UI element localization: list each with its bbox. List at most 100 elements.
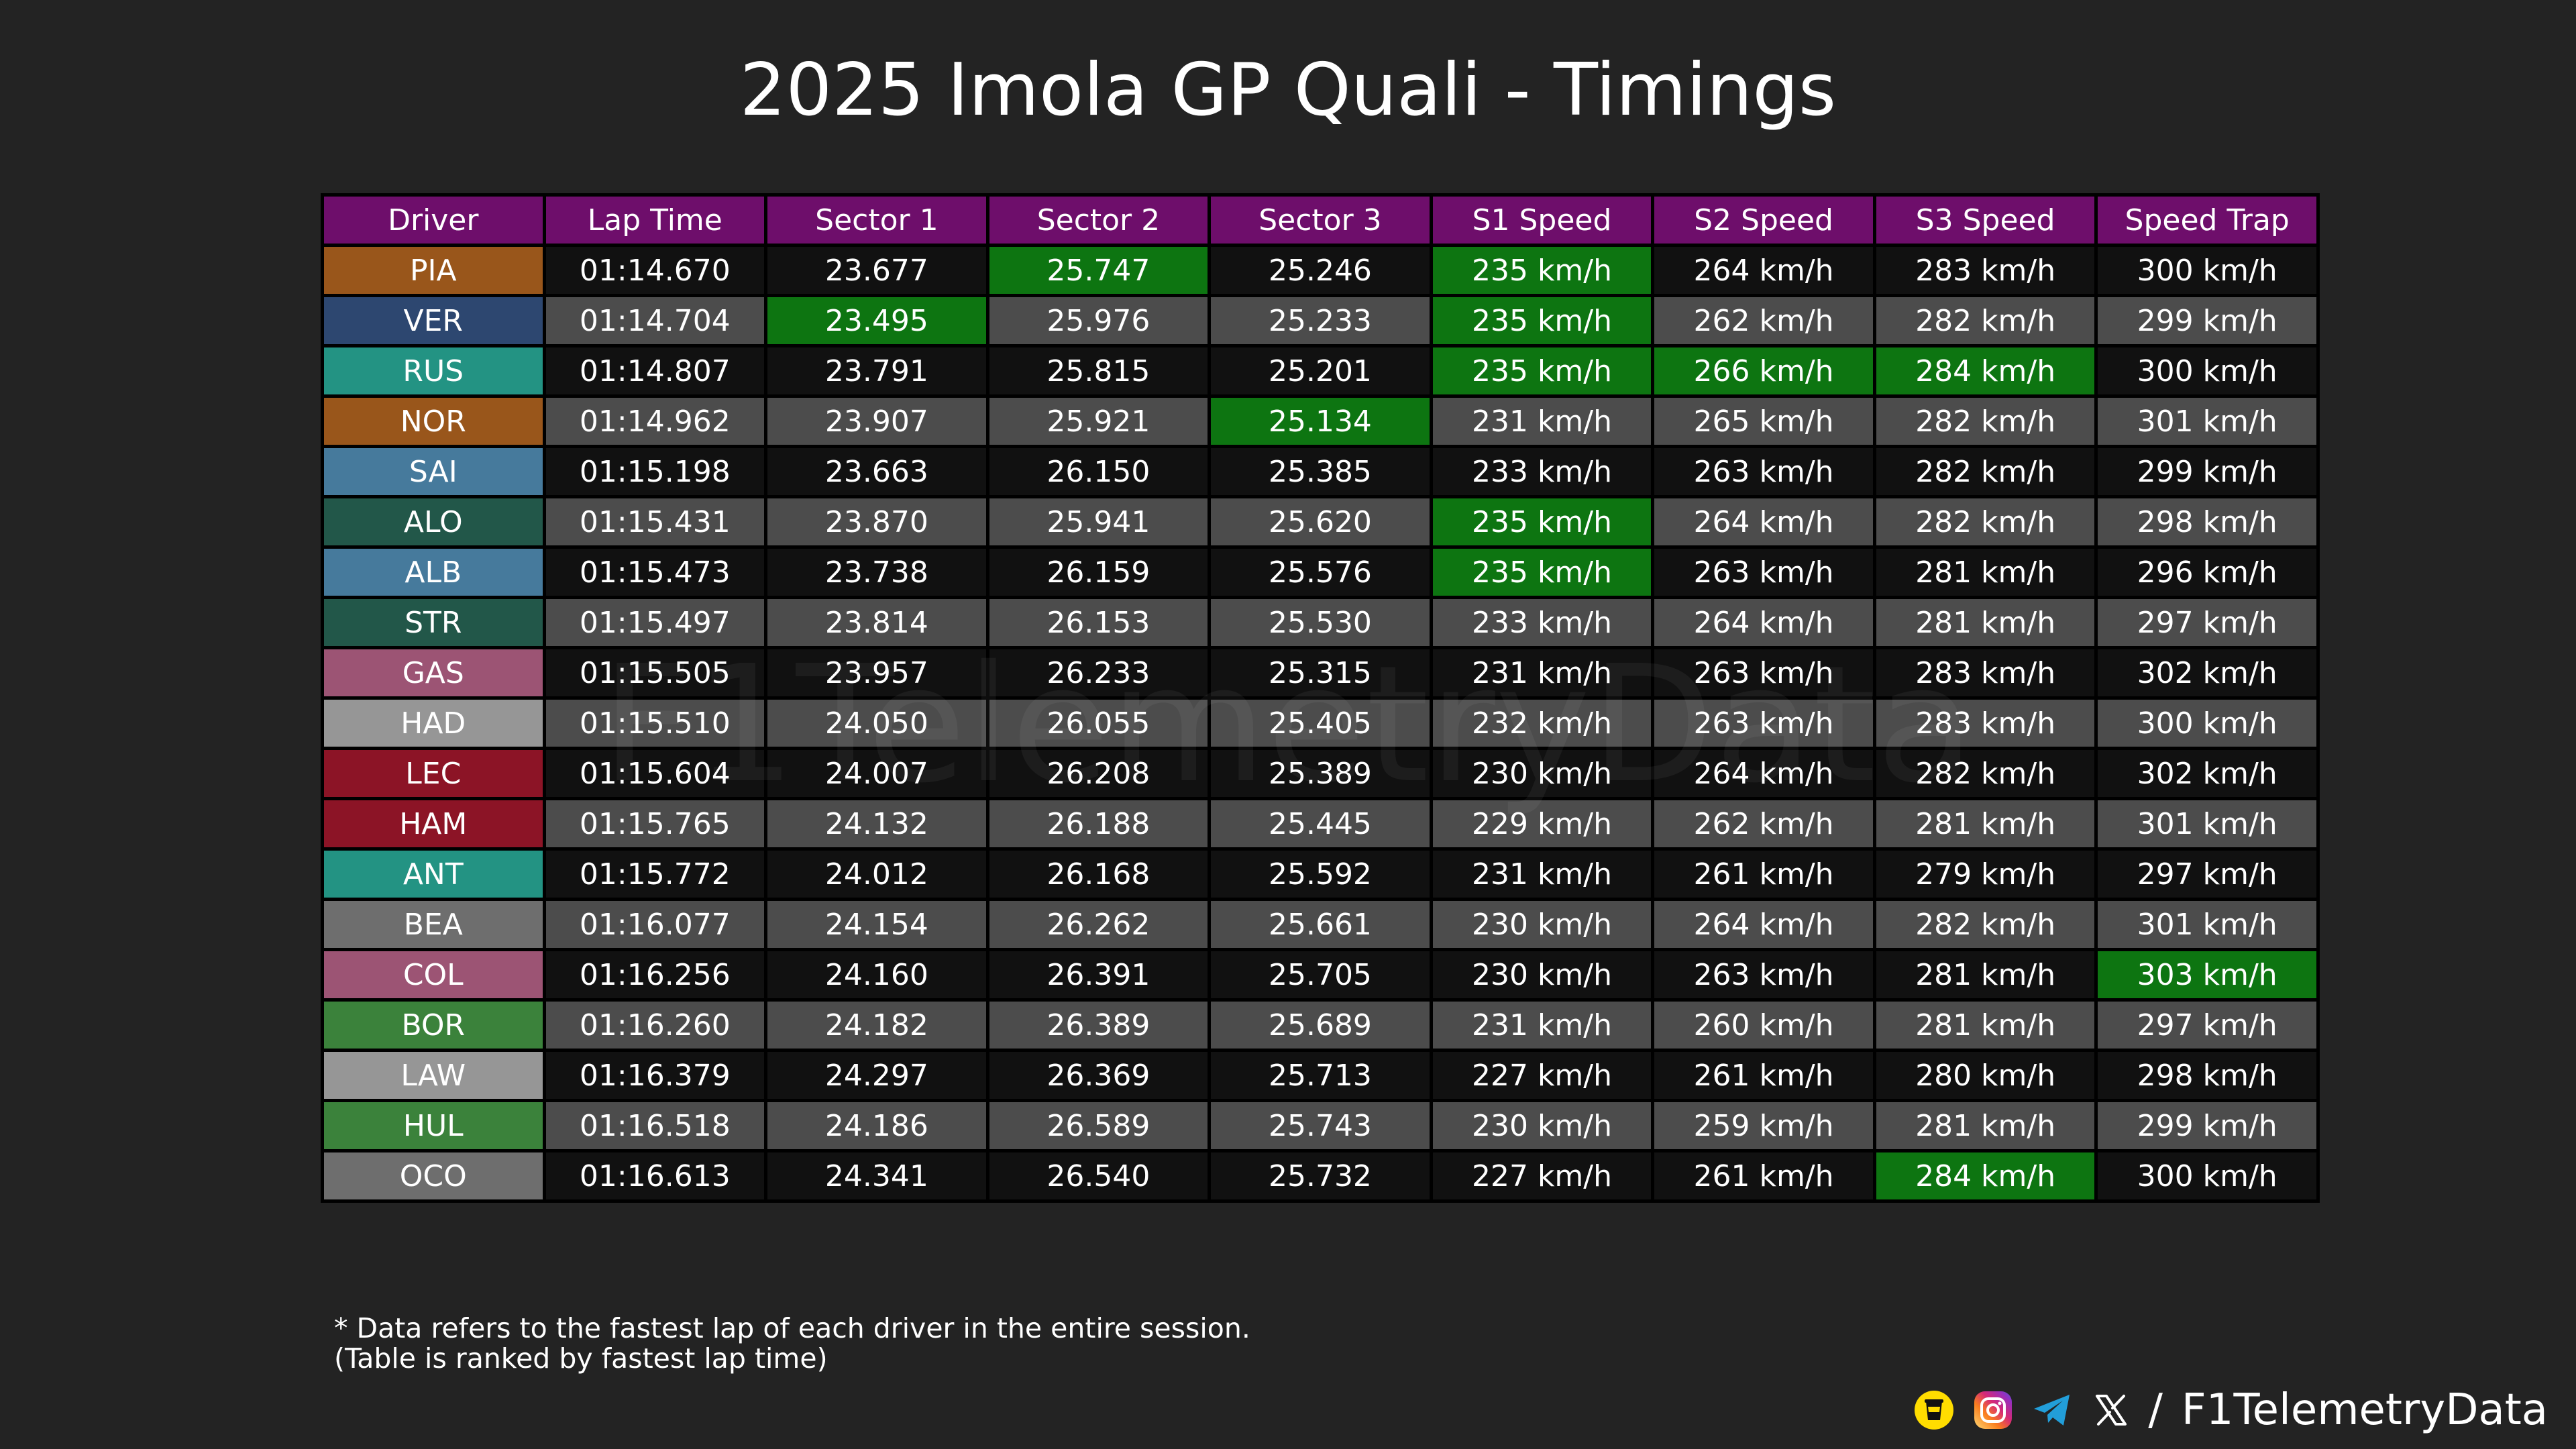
driver-cell: RUS — [321, 344, 546, 398]
table-cell: 231 km/h — [1429, 646, 1655, 700]
table-cell: 25.530 — [1208, 596, 1433, 649]
table-row: NOR 01:14.962 23.907 25.921 25.134 231 km/h 26… — [321, 394, 2320, 448]
table-cell: 23.738 — [764, 545, 989, 599]
table-cell: 24.297 — [764, 1049, 989, 1102]
table-cell: 229 km/h — [1429, 797, 1655, 851]
table-cell: 283 km/h — [1872, 646, 2098, 700]
table-cell: 26.150 — [985, 445, 1212, 498]
table-row: STR 01:15.497 23.814 26.153 25.530 233 km/h 26… — [321, 596, 2320, 649]
table-cell: 231 km/h — [1429, 847, 1655, 901]
table-cell: 24.341 — [764, 1149, 989, 1203]
table-cell: 232 km/h — [1429, 696, 1655, 750]
table-cell: 263 km/h — [1651, 545, 1876, 599]
table-cell: 25.976 — [985, 294, 1212, 347]
table-cell: 296 km/h — [2094, 545, 2320, 599]
driver-cell: PIA — [321, 244, 546, 297]
fastest-cell: 284 km/h — [1872, 344, 2098, 398]
table-cell: 26.540 — [985, 1149, 1212, 1203]
table-cell: 300 km/h — [2094, 344, 2320, 398]
table-cell: 260 km/h — [1651, 998, 1876, 1052]
driver-cell: ANT — [321, 847, 546, 901]
footnote: * Data refers to the fastest lap of each… — [334, 1313, 1250, 1374]
table-cell: 25.201 — [1208, 344, 1433, 398]
table-cell: 25.385 — [1208, 445, 1433, 498]
table-cell: 297 km/h — [2094, 596, 2320, 649]
fastest-cell: 303 km/h — [2094, 948, 2320, 1002]
column-header: Lap Time — [542, 193, 768, 247]
column-header: Sector 2 — [985, 193, 1212, 247]
table-cell: 233 km/h — [1429, 445, 1655, 498]
table-cell: 281 km/h — [1872, 596, 2098, 649]
table-cell: 301 km/h — [2094, 898, 2320, 951]
table-cell: 283 km/h — [1872, 696, 2098, 750]
driver-cell: STR — [321, 596, 546, 649]
instagram-icon[interactable] — [1971, 1388, 2015, 1432]
fastest-cell: 235 km/h — [1429, 344, 1655, 398]
chart-title: 2025 Imola GP Quali - Timings — [739, 48, 1837, 132]
table-cell: 26.055 — [985, 696, 1212, 750]
table-cell: 262 km/h — [1651, 294, 1876, 347]
table-cell: 24.154 — [764, 898, 989, 951]
driver-cell: ALB — [321, 545, 546, 599]
table-cell: 299 km/h — [2094, 445, 2320, 498]
table-cell: 24.012 — [764, 847, 989, 901]
table-cell: 23.663 — [764, 445, 989, 498]
table-cell: 262 km/h — [1651, 797, 1876, 851]
table-cell: 231 km/h — [1429, 394, 1655, 448]
table-cell: 01:15.473 — [542, 545, 768, 599]
table-cell: 280 km/h — [1872, 1049, 2098, 1102]
table-cell: 281 km/h — [1872, 797, 2098, 851]
fastest-cell: 235 km/h — [1429, 545, 1655, 599]
table-cell: 25.405 — [1208, 696, 1433, 750]
table-cell: 26.153 — [985, 596, 1212, 649]
driver-cell: BEA — [321, 898, 546, 951]
table-cell: 23.957 — [764, 646, 989, 700]
table-cell: 25.246 — [1208, 244, 1433, 297]
table-cell: 298 km/h — [2094, 495, 2320, 549]
table-cell: 24.182 — [764, 998, 989, 1052]
table-cell: 26.369 — [985, 1049, 1212, 1102]
table-cell: 297 km/h — [2094, 847, 2320, 901]
coffee-cup-icon[interactable] — [1912, 1388, 1956, 1432]
driver-cell: NOR — [321, 394, 546, 448]
table-cell: 281 km/h — [1872, 998, 2098, 1052]
telegram-icon[interactable] — [2030, 1388, 2074, 1432]
column-header: S2 Speed — [1651, 193, 1876, 247]
table-row: OCO 01:16.613 24.341 26.540 25.732 227 km/h 26… — [321, 1149, 2320, 1203]
table-cell: 23.814 — [764, 596, 989, 649]
table-cell: 233 km/h — [1429, 596, 1655, 649]
table-cell: 01:15.604 — [542, 747, 768, 800]
table-cell: 01:15.198 — [542, 445, 768, 498]
table-cell: 264 km/h — [1651, 596, 1876, 649]
table-cell: 301 km/h — [2094, 797, 2320, 851]
table-cell: 264 km/h — [1651, 898, 1876, 951]
table-row: BEA 01:16.077 24.154 26.262 25.661 230 km/h 26… — [321, 898, 2320, 951]
table-cell: 282 km/h — [1872, 445, 2098, 498]
table-cell: 302 km/h — [2094, 646, 2320, 700]
table-cell: 282 km/h — [1872, 495, 2098, 549]
table-cell: 282 km/h — [1872, 394, 2098, 448]
table-cell: 282 km/h — [1872, 898, 2098, 951]
table-cell: 25.315 — [1208, 646, 1433, 700]
table-cell: 279 km/h — [1872, 847, 2098, 901]
table-cell: 230 km/h — [1429, 948, 1655, 1002]
x-icon[interactable] — [2089, 1388, 2133, 1432]
fastest-cell: 235 km/h — [1429, 244, 1655, 297]
table-cell: 26.233 — [985, 646, 1212, 700]
table-cell: 01:16.077 — [542, 898, 768, 951]
table-cell: 299 km/h — [2094, 294, 2320, 347]
table-cell: 25.661 — [1208, 898, 1433, 951]
table-cell: 26.159 — [985, 545, 1212, 599]
table-cell: 23.907 — [764, 394, 989, 448]
table-cell: 227 km/h — [1429, 1149, 1655, 1203]
table-row: HAM 01:15.765 24.132 26.188 25.445 229 km/h 26… — [321, 797, 2320, 851]
table-cell: 23.870 — [764, 495, 989, 549]
table-cell: 25.743 — [1208, 1099, 1433, 1152]
column-header: Speed Trap — [2094, 193, 2320, 247]
table-cell: 264 km/h — [1651, 244, 1876, 297]
table-cell: 263 km/h — [1651, 445, 1876, 498]
table-cell: 299 km/h — [2094, 1099, 2320, 1152]
table-cell: 23.677 — [764, 244, 989, 297]
social-handle[interactable]: F1TelemetryData — [2181, 1385, 2548, 1435]
table-cell: 230 km/h — [1429, 1099, 1655, 1152]
